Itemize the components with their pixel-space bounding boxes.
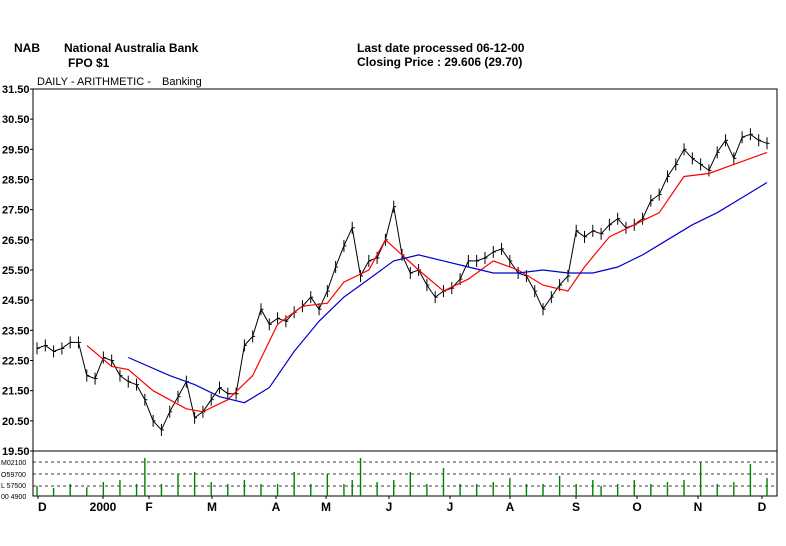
- volume-bar: [177, 474, 179, 496]
- volume-label: O59700: [1, 472, 26, 479]
- volume-bar: [102, 482, 105, 496]
- volume-bar: [243, 480, 246, 496]
- x-tick-label: A: [272, 500, 281, 514]
- chart-sector: Banking: [162, 76, 202, 88]
- x-tick-label: O: [632, 500, 641, 514]
- volume-bar: [119, 480, 121, 496]
- volume-bar: [683, 480, 685, 496]
- volume-bar: [144, 458, 146, 496]
- plot-frame: [32, 88, 778, 497]
- volume-bar: [376, 482, 378, 496]
- x-tick-label: J: [386, 500, 393, 514]
- y-tick-label: 21.50: [2, 386, 30, 398]
- volume-bar: [276, 484, 279, 496]
- x-tick-label: S: [572, 500, 580, 514]
- volume-bar: [442, 468, 445, 496]
- volume-label: 00 4900: [1, 494, 26, 501]
- volume-bar: [193, 472, 196, 496]
- series-ma_short: [86, 151, 768, 413]
- volume-label: L 57500: [1, 483, 26, 490]
- closing-price: Closing Price : 29.606 (29.70): [357, 55, 523, 69]
- y-tick-label: 25.50: [2, 265, 30, 277]
- y-axis: 31.50 30.50 29.50 28.50 27.50 26.50 25.50 24.50…: [2, 84, 33, 458]
- volume-bar: [69, 484, 71, 496]
- volume-bar: [733, 482, 735, 496]
- volume-bar: [260, 484, 262, 496]
- volume-bar: [326, 474, 329, 496]
- volume-bar: [650, 484, 652, 496]
- y-tick-label: 24.50: [2, 295, 30, 307]
- x-tick-label: M: [207, 500, 217, 514]
- volume-bar: [86, 487, 88, 496]
- volume-bar: [575, 484, 577, 496]
- volume-bar: [716, 484, 718, 496]
- x-tick-label: D: [38, 500, 47, 514]
- x-tick-label: D: [758, 500, 767, 514]
- x-tick-label: F: [145, 500, 152, 514]
- volume-bar: [525, 484, 528, 496]
- x-tick-label: 2000: [90, 500, 117, 514]
- company-name: National Australia Bank: [64, 41, 199, 55]
- x-tick-label: N: [694, 500, 703, 514]
- volume-bar: [616, 484, 619, 496]
- volume-bar: [393, 480, 395, 496]
- volume-bar: [699, 462, 702, 496]
- y-tick-label: 29.50: [2, 144, 30, 156]
- y-tick-label: 23.50: [2, 325, 30, 337]
- volume-bar: [293, 472, 295, 496]
- series-ma_long: [128, 181, 768, 404]
- volume-bar: [749, 464, 752, 496]
- x-tick-label: A: [506, 500, 515, 514]
- y-tick-label: 20.50: [2, 416, 30, 428]
- volume-grid: M02100 O59700 L 57500 00 4900: [1, 460, 777, 501]
- volume-bar: [210, 482, 212, 496]
- volume-bar: [52, 488, 55, 496]
- volume-bar: [509, 478, 511, 496]
- volume-bar: [492, 482, 494, 496]
- volume-bar: [359, 458, 362, 496]
- x-tick-label: M: [321, 500, 331, 514]
- volume-bar: [135, 484, 138, 496]
- chart-mode: DAILY - ARITHMETIC -: [37, 76, 151, 88]
- x-tick-label: J: [447, 500, 454, 514]
- ticker: NAB: [14, 41, 40, 55]
- volume-bar: [227, 484, 229, 496]
- volume-bar: [475, 484, 478, 496]
- volume-bar: [426, 484, 428, 496]
- volume-bar: [343, 484, 345, 496]
- volume-bar: [766, 478, 768, 496]
- last-date-processed: Last date processed 06-12-00: [357, 41, 525, 55]
- volume-label: M02100: [1, 460, 26, 467]
- y-tick-label: 30.50: [2, 114, 30, 126]
- volume-bar: [310, 484, 312, 496]
- x-axis: D 2000 F M A M J J A S O N D: [37, 496, 767, 514]
- volume-bar: [160, 484, 163, 496]
- y-tick-label: 19.50: [2, 446, 30, 458]
- y-tick-label: 28.50: [2, 175, 30, 187]
- y-tick-label: 31.50: [2, 84, 30, 96]
- volume-bar: [351, 480, 353, 496]
- security-type: FPO $1: [68, 56, 110, 70]
- y-tick-label: 26.50: [2, 235, 30, 247]
- volume-bar: [592, 480, 594, 496]
- y-tick-label: 22.50: [2, 356, 30, 368]
- series-layer: [36, 128, 770, 436]
- volume-bar: [600, 486, 602, 496]
- volume-bar: [666, 482, 669, 496]
- volume-bar: [542, 484, 544, 496]
- volume-bar: [36, 486, 38, 496]
- volume-bar: [459, 484, 461, 496]
- volume-bar: [633, 480, 635, 496]
- volume-bars: [36, 458, 768, 496]
- y-tick-label: 27.50: [2, 205, 30, 217]
- volume-bar: [409, 472, 411, 496]
- volume-bar: [558, 476, 561, 496]
